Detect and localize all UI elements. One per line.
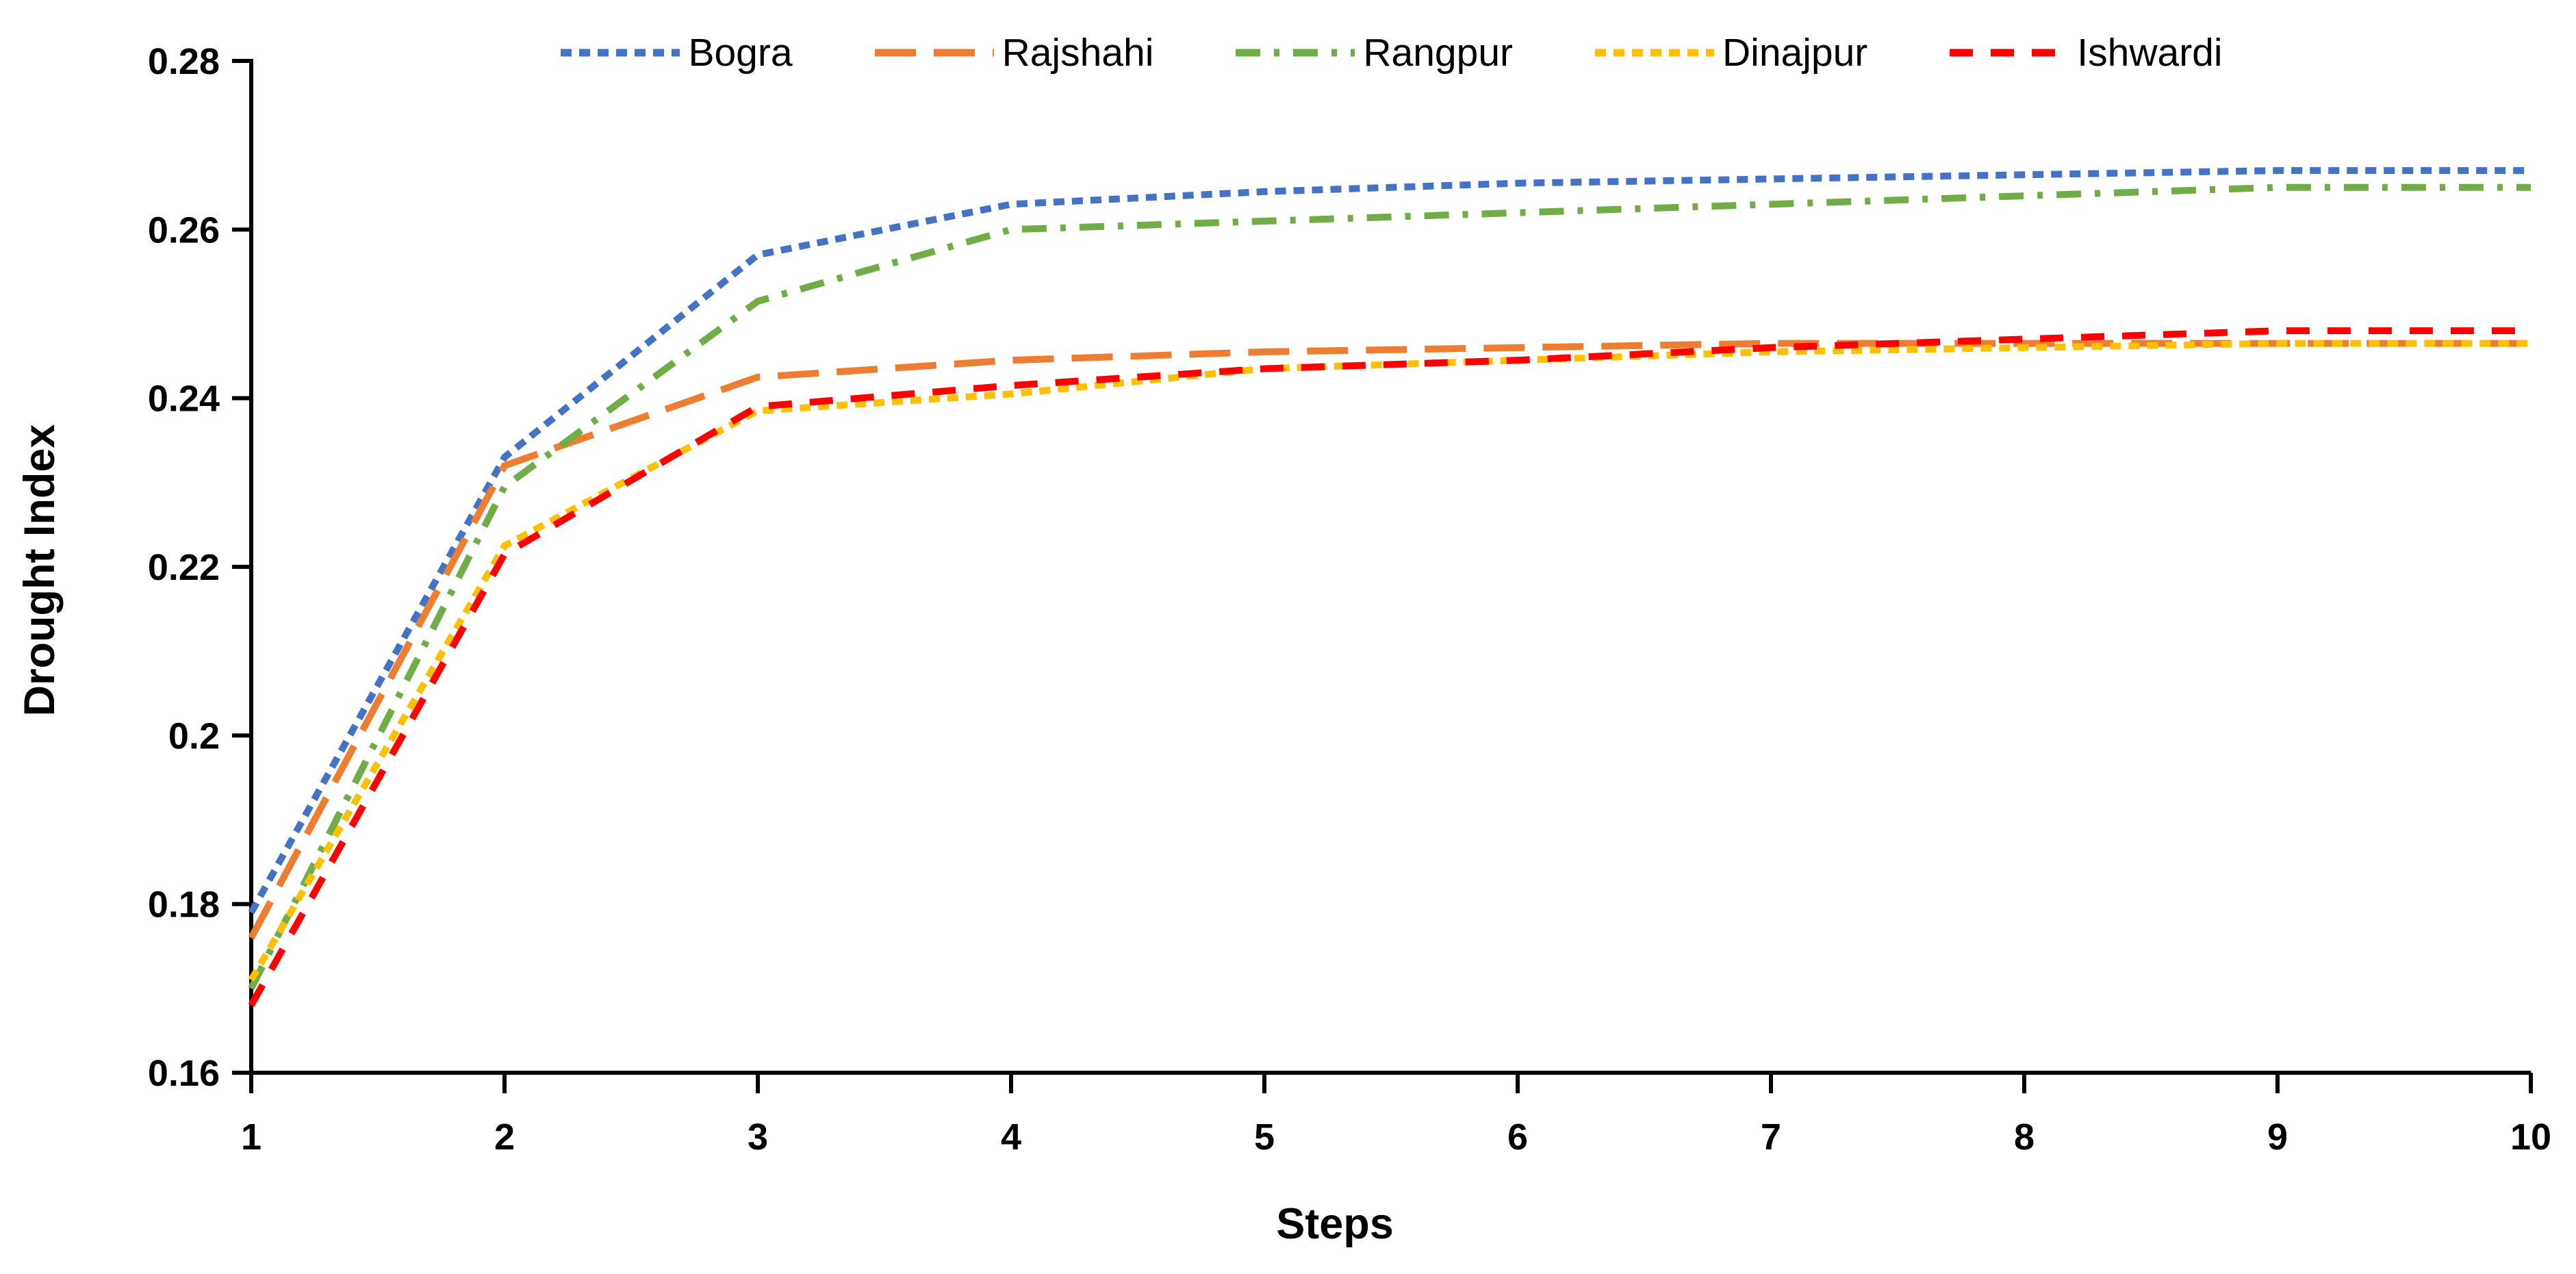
legend-item-ishwardi: Ishwardi xyxy=(1948,30,2223,75)
legend-label: Rangpur xyxy=(1363,31,1514,75)
x-tick-label: 4 xyxy=(1001,1117,1021,1158)
legend-item-bogra: Bogra xyxy=(559,30,793,75)
y-tick-label: 0.24 xyxy=(148,379,220,420)
legend-swatch-bogra xyxy=(561,49,680,57)
series-line-ishwardi xyxy=(248,327,2531,1007)
x-tick-label: 2 xyxy=(494,1117,515,1158)
x-axis-title: Steps xyxy=(1276,1200,1394,1248)
y-axis-title: Drought Index xyxy=(16,424,64,717)
legend-label: Bogra xyxy=(688,31,793,75)
series-line-bogra xyxy=(248,167,2531,915)
y-tick-label: 0.26 xyxy=(148,209,220,251)
x-tick-label: 3 xyxy=(748,1117,768,1158)
x-tick-label: 10 xyxy=(2510,1117,2551,1158)
legend-swatch-rajshahi xyxy=(874,49,994,57)
x-tick-label: 5 xyxy=(1254,1117,1275,1158)
x-tick-label: 6 xyxy=(1507,1117,1528,1158)
legend-swatch-rangpur xyxy=(1236,49,1355,57)
axes-lines xyxy=(249,59,2531,1075)
legend-label: Dinajpur xyxy=(1722,31,1868,75)
legend-item-rangpur: Rangpur xyxy=(1234,30,1513,75)
legend-label: Ishwardi xyxy=(2077,31,2223,75)
x-tick-label: 7 xyxy=(1761,1117,1781,1158)
series-line-rangpur xyxy=(248,183,2531,991)
x-tick-label: 9 xyxy=(2267,1117,2288,1158)
y-tick-label: 0.28 xyxy=(148,41,220,82)
legend-item-rajshahi: Rajshahi xyxy=(873,30,1154,75)
series-line-rajshahi xyxy=(248,340,2531,940)
legend-label: Rajshahi xyxy=(1002,31,1154,75)
y-tick-label: 0.16 xyxy=(148,1053,220,1094)
y-tick-label: 0.18 xyxy=(148,884,220,926)
legend: Bogra Rajshahi Rangpur Dinajpur Ishwardi xyxy=(251,30,2531,75)
x-tick-label: 1 xyxy=(241,1117,262,1158)
legend-item-dinajpur: Dinajpur xyxy=(1594,30,1867,75)
y-tick-label: 0.2 xyxy=(168,715,220,756)
y-tick-label: 0.22 xyxy=(148,547,220,588)
x-tick-label: 8 xyxy=(2014,1117,2035,1158)
legend-swatch-ishwardi xyxy=(1950,49,2069,57)
legend-swatch-dinajpur xyxy=(1595,49,1715,57)
series-line-dinajpur xyxy=(248,340,2531,982)
